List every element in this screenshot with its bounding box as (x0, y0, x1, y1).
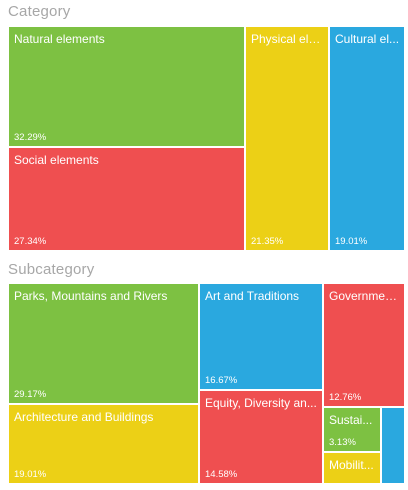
subcategory-tile-0[interactable]: Parks, Mountains and Rivers 29.17% (9, 284, 198, 403)
subcategory-tile-3[interactable]: Equity, Diversity an... 14.58% (200, 391, 322, 483)
subcategory-tile-6[interactable]: Mobilit... (324, 453, 380, 483)
category-tile-0[interactable]: Natural elements 32.29% (9, 27, 244, 146)
category-tile-label: Social elements (14, 153, 99, 167)
category-tile-value: 19.01% (335, 236, 368, 247)
category-title: Category (8, 3, 71, 20)
subcategory-tile-value: 16.67% (205, 375, 238, 386)
subcategory-tile-label: Sustai... (329, 413, 373, 427)
subcategory-tile-2[interactable]: Art and Traditions 16.67% (200, 284, 322, 389)
category-tile-value: 21.35% (251, 236, 284, 247)
category-tile-2[interactable]: Physical ele... 21.35% (246, 27, 328, 250)
subcategory-tile-label: Architecture and Buildings (14, 410, 154, 424)
subcategory-tile-label: Equity, Diversity an... (205, 396, 317, 410)
subcategory-tile-7[interactable] (382, 408, 404, 483)
subcategory-tile-label: Parks, Mountains and Rivers (14, 289, 168, 303)
subcategory-tile-label: Art and Traditions (205, 289, 300, 303)
subcategory-tile-value: 12.76% (329, 392, 362, 403)
subcategory-tile-value: 3.13% (329, 437, 356, 448)
subcategory-tile-value: 19.01% (14, 469, 47, 480)
subcategory-title: Subcategory (8, 261, 95, 278)
subcategory-tile-label: Governmen... (329, 289, 400, 303)
subcategory-tile-value: 29.17% (14, 389, 47, 400)
subcategory-tile-label: Mobilit... (329, 458, 374, 472)
subcategory-tile-5[interactable]: Sustai... 3.13% (324, 408, 380, 451)
category-tile-3[interactable]: Cultural el... 19.01% (330, 27, 404, 250)
category-tile-label: Physical ele... (251, 32, 324, 46)
subcategory-tile-value: 14.58% (205, 469, 238, 480)
category-tile-label: Cultural el... (335, 32, 400, 46)
category-tile-value: 32.29% (14, 132, 47, 143)
category-tile-value: 27.34% (14, 236, 47, 247)
subcategory-tile-4[interactable]: Governmen... 12.76% (324, 284, 404, 406)
category-tile-label: Natural elements (14, 32, 105, 46)
subcategory-tile-1[interactable]: Architecture and Buildings 19.01% (9, 405, 198, 483)
category-tile-1[interactable]: Social elements 27.34% (9, 148, 244, 250)
